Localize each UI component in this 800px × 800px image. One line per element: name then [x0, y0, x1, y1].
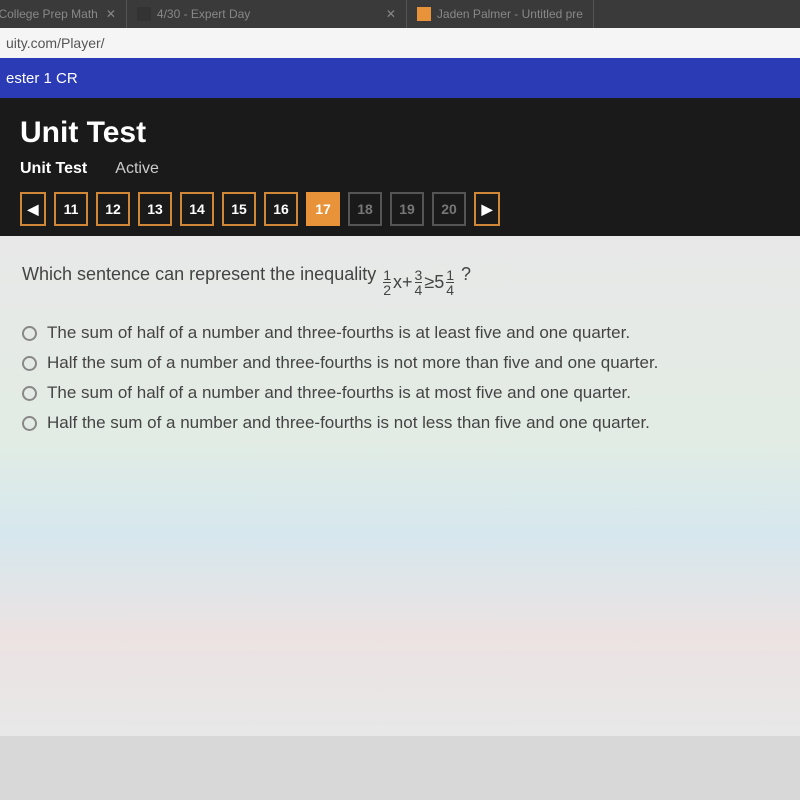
course-bar: ester 1 CR	[0, 58, 800, 98]
answer-option[interactable]: Half the sum of a number and three-fourt…	[22, 353, 778, 373]
url-text: uity.com/Player/	[6, 35, 105, 51]
question-nav-item[interactable]: 14	[180, 192, 214, 226]
page-title: Unit Test	[20, 116, 780, 150]
tab-title: s TX-College Prep Math	[0, 7, 98, 21]
question-nav-item[interactable]: 15	[222, 192, 256, 226]
test-status: Active	[115, 160, 159, 178]
answer-option[interactable]: The sum of half of a number and three-fo…	[22, 383, 778, 403]
browser-tab[interactable]: 4/30 - Expert Day ✕	[127, 0, 407, 28]
prev-button[interactable]: ◀	[20, 192, 46, 226]
math-expression: 12 x+ 34 ≥5 14	[381, 268, 456, 297]
question-text: Which sentence can represent the inequal…	[22, 260, 778, 297]
question-nav-item-disabled: 18	[348, 192, 382, 226]
question-nav-item[interactable]: 16	[264, 192, 298, 226]
close-icon[interactable]: ✕	[106, 7, 116, 21]
question-nav-item[interactable]: 11	[54, 192, 88, 226]
question-prefix: Which sentence can represent the inequal…	[22, 264, 381, 284]
browser-tab[interactable]: s TX-College Prep Math ✕	[0, 0, 127, 28]
question-nav-item[interactable]: 13	[138, 192, 172, 226]
question-nav-item-disabled: 20	[432, 192, 466, 226]
radio-icon	[22, 416, 37, 431]
radio-icon	[22, 386, 37, 401]
url-bar[interactable]: uity.com/Player/	[0, 28, 800, 58]
question-content: Which sentence can represent the inequal…	[0, 236, 800, 736]
question-nav-item-current[interactable]: 17	[306, 192, 340, 226]
tab-title: Jaden Palmer - Untitled pre	[437, 7, 583, 21]
question-nav: ◀ 11 12 13 14 15 16 17 18 19 20 ▶	[20, 192, 780, 226]
radio-icon	[22, 356, 37, 371]
radio-icon	[22, 326, 37, 341]
course-title: ester 1 CR	[6, 70, 78, 87]
answer-option[interactable]: The sum of half of a number and three-fo…	[22, 323, 778, 343]
question-nav-item-disabled: 19	[390, 192, 424, 226]
page-icon	[417, 7, 431, 21]
question-suffix: ?	[461, 264, 471, 284]
tab-title: 4/30 - Expert Day	[157, 7, 250, 21]
close-icon[interactable]: ✕	[386, 7, 396, 21]
browser-tab-strip: s TX-College Prep Math ✕ 4/30 - Expert D…	[0, 0, 800, 28]
answer-options: The sum of half of a number and three-fo…	[22, 323, 778, 433]
option-text: Half the sum of a number and three-fourt…	[47, 353, 658, 373]
browser-tab[interactable]: Jaden Palmer - Untitled pre	[407, 0, 594, 28]
answer-option[interactable]: Half the sum of a number and three-fourt…	[22, 413, 778, 433]
page-icon	[137, 7, 151, 21]
next-button[interactable]: ▶	[474, 192, 500, 226]
option-text: Half the sum of a number and three-fourt…	[47, 413, 650, 433]
test-subtitle: Unit Test	[20, 160, 87, 178]
option-text: The sum of half of a number and three-fo…	[47, 323, 630, 343]
option-text: The sum of half of a number and three-fo…	[47, 383, 631, 403]
test-header: Unit Test Unit Test Active ◀ 11 12 13 14…	[0, 98, 800, 236]
question-nav-item[interactable]: 12	[96, 192, 130, 226]
